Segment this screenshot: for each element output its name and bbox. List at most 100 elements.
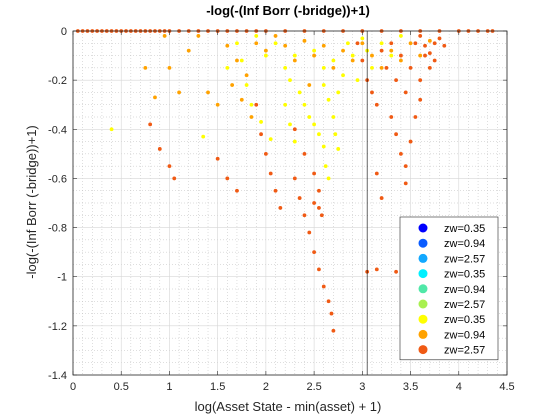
data-point [312, 171, 317, 176]
x-tick-label: 2 [263, 381, 269, 393]
data-point [225, 176, 230, 181]
data-point [249, 115, 254, 119]
data-point [336, 147, 341, 151]
data-point [307, 230, 312, 235]
legend: zw=0.35 zw=0.94 zw=2.57 zw=0.35 zw=0.94 zw=2.… [399, 216, 499, 361]
data-point [196, 34, 201, 38]
data-point [326, 176, 331, 181]
data-point [273, 188, 278, 193]
data-point [331, 65, 336, 70]
data-point [355, 41, 360, 46]
data-point [273, 34, 278, 38]
data-point [399, 58, 403, 63]
y-tick-label: 0 [61, 26, 67, 38]
x-tick-label: 4 [456, 381, 462, 393]
data-point [413, 115, 418, 119]
legend-label: zw=0.94 [444, 329, 485, 341]
legend-label: zw=2.57 [444, 299, 485, 311]
data-point [379, 65, 384, 70]
data-point [225, 43, 230, 48]
data-point [307, 115, 312, 119]
y-tick-label: -0.2 [48, 75, 67, 87]
data-point [403, 164, 408, 169]
data-point [235, 188, 239, 193]
data-point [423, 53, 427, 58]
x-axis-label: log(Asset State - min(asset) + 1) [195, 399, 382, 414]
data-point [177, 90, 181, 95]
data-points [75, 29, 495, 333]
data-point [384, 65, 389, 70]
data-point [292, 139, 297, 144]
data-point [319, 213, 324, 218]
data-point [374, 102, 379, 107]
legend-label: zw=2.57 [444, 345, 485, 357]
data-point [109, 127, 114, 132]
data-point [263, 151, 268, 156]
data-point [427, 65, 432, 70]
data-point [317, 132, 321, 137]
data-point [239, 97, 244, 102]
data-point [312, 122, 317, 127]
data-point [206, 90, 210, 95]
data-point [312, 48, 317, 53]
data-point [355, 78, 360, 83]
data-point [312, 201, 317, 205]
legend-label: zw=0.35 [444, 269, 485, 281]
data-point [167, 164, 172, 169]
data-point [408, 41, 413, 46]
data-point [345, 41, 350, 46]
data-point [302, 213, 307, 218]
y-tick-label: -1.2 [48, 321, 67, 333]
data-point [172, 176, 177, 181]
data-point [403, 90, 408, 95]
data-point [239, 58, 244, 63]
data-point [268, 137, 273, 142]
data-point [326, 97, 331, 102]
data-point [292, 53, 297, 58]
data-point [321, 43, 326, 48]
legend-marker [418, 253, 428, 263]
legend-label: zw=0.35 [444, 223, 485, 235]
y-tick-label: -0.4 [48, 124, 67, 136]
data-point [374, 267, 379, 272]
data-point [254, 34, 259, 38]
data-point [379, 196, 384, 200]
data-point [302, 151, 307, 156]
data-point [235, 58, 239, 63]
legend-label: zw=0.35 [444, 314, 485, 326]
data-point [230, 83, 235, 87]
data-point [302, 102, 307, 107]
data-point [317, 188, 321, 193]
legend-marker [418, 223, 428, 233]
axis-ticks: 0 0.5 1 1.5 2 2.5 3 3.5 4 4.5 0 -0.2 -0.4 -0.6 -0.8 -1 -… [48, 26, 515, 393]
y-tick-label: -0.8 [48, 223, 67, 235]
data-point [394, 78, 398, 83]
data-point [432, 58, 437, 63]
data-point [288, 78, 292, 83]
data-point [321, 144, 326, 149]
data-point [418, 97, 423, 102]
legend-marker [418, 329, 428, 339]
legend-box [399, 216, 499, 361]
data-point [432, 41, 437, 46]
data-point [408, 139, 413, 144]
data-point [360, 58, 365, 63]
data-point [370, 90, 374, 95]
y-tick-label: -0.6 [48, 173, 67, 185]
data-point [312, 53, 317, 58]
data-point [394, 269, 398, 274]
y-tick-label: -1 [57, 272, 67, 284]
data-point [329, 311, 334, 316]
x-tick-label: 1.5 [210, 381, 225, 393]
data-point [360, 41, 365, 46]
data-point [317, 206, 321, 210]
data-point [427, 38, 432, 43]
data-point [394, 132, 398, 137]
data-point [413, 41, 418, 46]
data-point [331, 115, 336, 119]
data-point [399, 151, 403, 156]
data-point [263, 48, 268, 53]
x-tick-label: 3.5 [403, 381, 418, 393]
x-tick-label: 2.5 [306, 381, 321, 393]
